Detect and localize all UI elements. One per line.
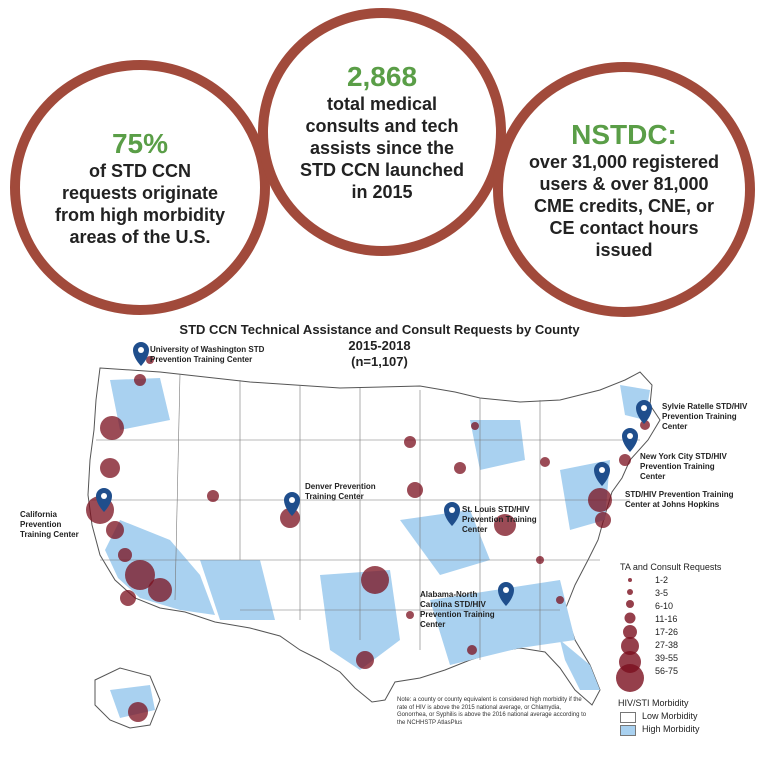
map-count: (n=1,107) <box>351 354 408 369</box>
legend-bin: 1-2 <box>655 575 669 585</box>
legend-bin: 6-10 <box>655 601 674 611</box>
legend-bin: 27-38 <box>655 640 679 650</box>
stat-value: NSTDC: <box>571 118 677 150</box>
legend-bubbles <box>616 578 644 692</box>
bubble <box>125 560 155 590</box>
pin-icon <box>594 462 610 486</box>
label-sylvie: Sylvie Ratelle STD/HIV Prevention Traini… <box>662 402 748 431</box>
bubble <box>494 514 516 536</box>
map-note: Note: a county or county equivalent is c… <box>397 697 587 726</box>
legend-bin: 17-26 <box>655 627 679 637</box>
pin-icon <box>636 400 652 424</box>
pin-icon <box>284 492 300 516</box>
stat-value: 75% <box>111 127 169 159</box>
bubble <box>120 590 136 606</box>
bubble <box>118 548 132 562</box>
map-years: 2015-2018 <box>348 338 411 353</box>
bubble <box>134 374 146 386</box>
bubble <box>536 556 544 564</box>
bubble <box>356 651 374 669</box>
pin-icon <box>498 582 514 606</box>
bubble <box>407 482 423 498</box>
stat-circle-high-morbidity: 75% of STD CCN requests originate from h… <box>10 60 270 315</box>
training-center-pins <box>96 342 652 606</box>
bubble <box>619 454 631 466</box>
high-morbidity-swatch <box>620 725 636 736</box>
bubble <box>556 596 564 604</box>
bubble <box>471 422 479 430</box>
bubble <box>467 645 477 655</box>
legend-bin: 3-5 <box>655 588 669 598</box>
bubble <box>361 566 389 594</box>
label-nyc: New York City STD/HIV Prevention Trainin… <box>640 452 727 481</box>
legend-bin: 56-75 <box>655 666 679 676</box>
label-denver: Denver Prevention Training Center <box>305 482 376 501</box>
bubble <box>106 521 124 539</box>
bubble <box>128 702 148 722</box>
high-morbidity-label: High Morbidity <box>642 724 700 734</box>
bubble <box>640 420 650 430</box>
bubble <box>148 578 172 602</box>
low-morbidity-label: Low Morbidity <box>642 711 698 721</box>
bubble <box>404 436 416 448</box>
bubble <box>588 488 612 512</box>
pin-icon <box>622 428 638 452</box>
stat-text: total medical consults and tech assists … <box>299 94 464 202</box>
bubble <box>406 611 414 619</box>
pin-icon <box>96 488 112 512</box>
legend-bin: 11-16 <box>655 614 678 624</box>
stat-circle-consults: 2,868 total medical consults and tech as… <box>258 8 506 256</box>
bubble <box>100 416 124 440</box>
pin-icon <box>444 502 460 526</box>
label-california: California Prevention Training Center <box>20 510 79 539</box>
bubble <box>595 512 611 528</box>
label-alabama: Alabama-North Carolina STD/HIV Preventio… <box>420 590 495 629</box>
pin-icon <box>133 342 149 366</box>
label-uw: University of Washington STD Prevention … <box>150 345 265 364</box>
bubble <box>207 490 219 502</box>
bubble <box>540 457 550 467</box>
bubble <box>280 508 300 528</box>
state-borders <box>90 373 640 660</box>
stat-text: over 31,000 registered users & over 81,0… <box>528 151 720 260</box>
stat-text: of STD CCN requests originate from high … <box>55 160 225 247</box>
label-stlouis: St. Louis STD/HIV Prevention Training Ce… <box>462 505 537 534</box>
map-title: STD CCN Technical Assistance and Consult… <box>179 322 580 337</box>
stat-value: 2,868 <box>346 61 418 92</box>
stat-circle-nstdc: NSTDC: over 31,000 registered users & ov… <box>493 62 755 317</box>
morbidity-title: HIV/STI Morbidity <box>618 698 689 708</box>
label-hopkins: STD/HIV Prevention Training Center at Jo… <box>625 490 734 509</box>
low-morbidity-swatch <box>620 712 636 723</box>
bubble <box>454 462 466 474</box>
legend-title: TA and Consult Requests <box>620 562 722 572</box>
bubble <box>100 458 120 478</box>
request-bubbles <box>86 356 650 722</box>
bubble <box>146 356 154 364</box>
high-morbidity-areas <box>105 378 650 718</box>
legend-bin: 39-55 <box>655 653 679 663</box>
